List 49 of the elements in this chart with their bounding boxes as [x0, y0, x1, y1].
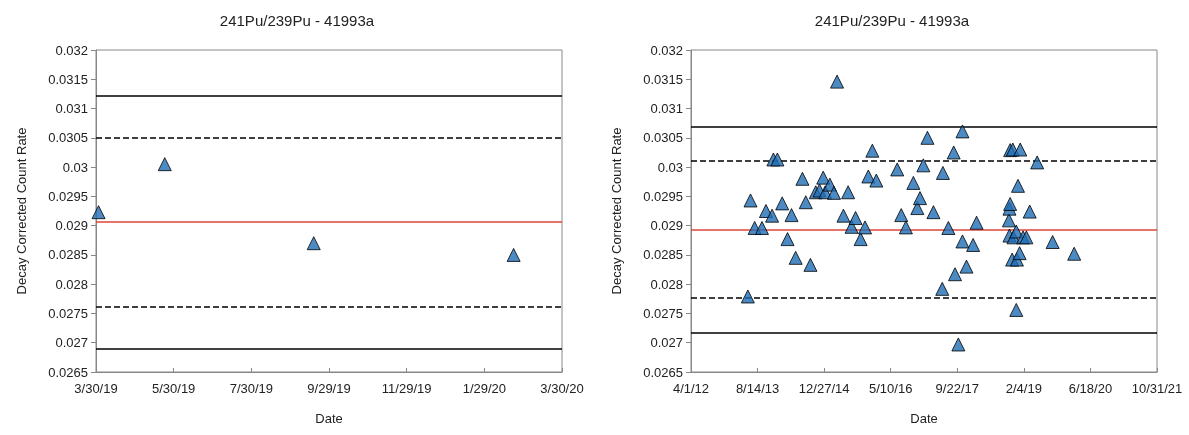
- point: [506, 247, 521, 262]
- y-tick-label: 0.028: [55, 276, 88, 292]
- y-tick-label: 0.0265: [48, 364, 88, 380]
- y-tick-label: 0.0315: [643, 71, 683, 87]
- y-tick-label: 0.0305: [643, 130, 683, 146]
- chart-title: 241Pu/239Pu - 41993a: [219, 12, 375, 29]
- x-tick-label: 9/22/17: [935, 381, 979, 396]
- y-tick-label: 0.0285: [643, 247, 683, 263]
- x-tick-label: 7/30/19: [229, 381, 274, 396]
- x-tick-label: 3/30/20: [540, 381, 584, 396]
- y-tick-label: 0.0295: [48, 188, 88, 204]
- x-tick-label: 2/4/19: [1005, 381, 1042, 396]
- x-tick-label: 4/1/12: [672, 381, 710, 396]
- y-tick-label: 0.027: [55, 335, 88, 351]
- x-tick-label: 3/30/19: [74, 381, 118, 396]
- y-tick-label: 0.031: [55, 101, 88, 117]
- x-axis-title: Date: [315, 411, 343, 426]
- y-tick-label: 0.029: [55, 218, 88, 234]
- y-axis-title: Decay Corrected Count Rate: [14, 127, 29, 295]
- y-tick-label: 0.0275: [643, 305, 683, 321]
- y-axis-title: Decay Corrected Count Rate: [609, 127, 624, 295]
- y-tick-label: 0.032: [55, 42, 88, 58]
- y-tick-label: 0.027: [650, 335, 683, 351]
- x-tick-label: 10/31/21: [1131, 381, 1183, 396]
- y-tick-label: 0.028: [650, 276, 683, 292]
- x-tick-label: 5/30/19: [151, 381, 196, 396]
- x-axis-title: Date: [910, 411, 938, 426]
- point: [306, 236, 321, 251]
- y-tick-label: 0.0315: [48, 71, 88, 87]
- chart-title: 241Pu/239Pu - 41993a: [814, 12, 970, 29]
- y-tick-label: 0.0295: [643, 188, 683, 204]
- y-tick-label: 0.0275: [48, 305, 88, 321]
- point: [91, 205, 106, 220]
- point: [157, 157, 172, 172]
- x-tick-label: 8/14/13: [735, 381, 780, 396]
- y-tick-label: 0.0265: [643, 364, 683, 380]
- x-tick-label: 12/27/14: [798, 381, 850, 396]
- y-tick-label: 0.032: [650, 42, 683, 58]
- x-tick-label: 9/29/19: [307, 381, 351, 396]
- x-tick-label: 1/29/20: [462, 381, 507, 396]
- y-tick-label: 0.0285: [48, 247, 88, 263]
- x-tick-label: 5/10/16: [869, 381, 913, 396]
- y-tick-label: 0.031: [650, 101, 683, 117]
- y-tick-label: 0.029: [650, 218, 683, 234]
- y-tick-label: 0.03: [657, 159, 683, 175]
- x-tick-label: 11/29/19: [381, 381, 432, 396]
- y-tick-label: 0.03: [62, 159, 88, 175]
- x-tick-label: 6/18/20: [1068, 381, 1113, 396]
- y-tick-label: 0.0305: [48, 130, 88, 146]
